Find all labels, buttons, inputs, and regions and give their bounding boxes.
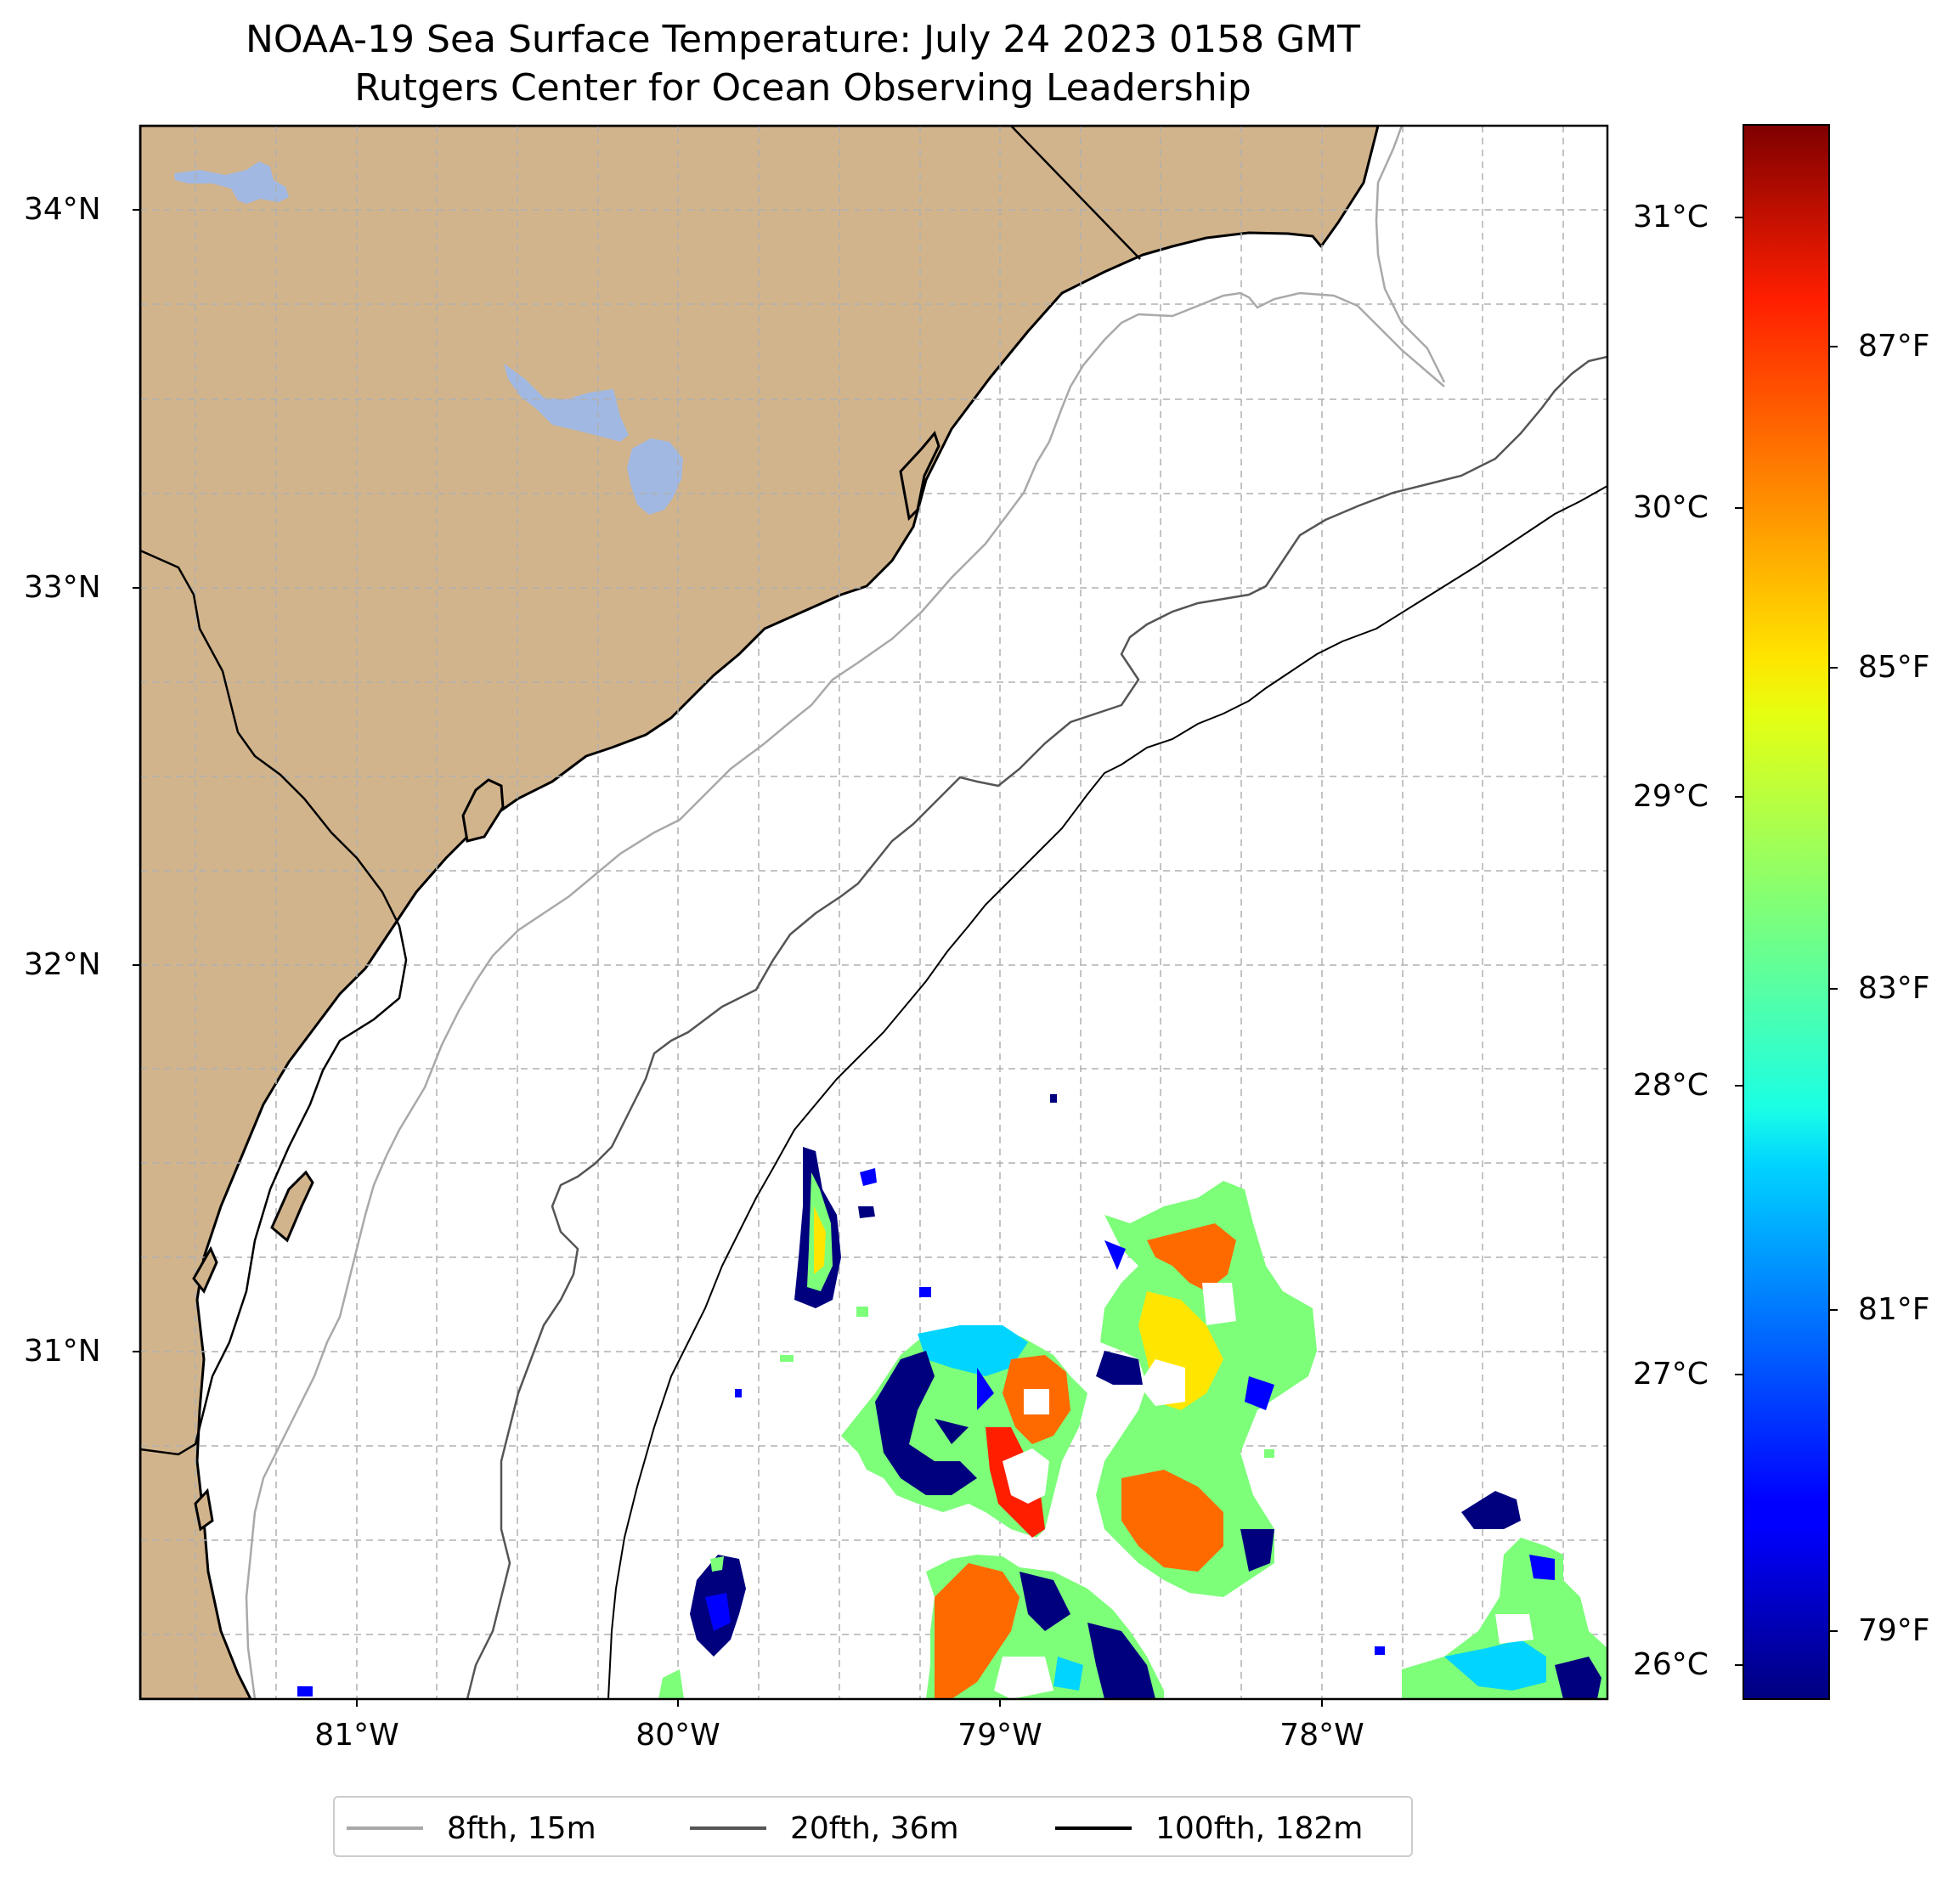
colorbar-label-28c: 28°C — [1633, 1068, 1709, 1103]
map-frame — [138, 124, 1609, 1701]
lon-label-79w: 79°W — [957, 1718, 1042, 1753]
legend-entry-8fth: 8fth, 15m — [347, 1798, 596, 1859]
colorbar-label-29c: 29°C — [1633, 779, 1709, 814]
isobath-8fth-line-north — [1375, 126, 1446, 383]
map-title: NOAA-19 Sea Surface Temperature: July 24… — [245, 18, 1361, 61]
lon-label-80w: 80°W — [635, 1718, 720, 1753]
legend-swatch-8fth — [347, 1826, 423, 1830]
land-mass — [140, 126, 1380, 1699]
legend-swatch-20fth — [690, 1826, 766, 1830]
state-borders — [140, 126, 1141, 1456]
lat-label-32n: 32°N — [24, 947, 101, 982]
coastal-inlets — [192, 430, 940, 1532]
lon-label-78w: 78°W — [1279, 1718, 1364, 1753]
sst-data-patches — [297, 1094, 1607, 1699]
colorbar-label-81f: 81°F — [1858, 1292, 1930, 1327]
sst-speckles — [297, 1094, 1385, 1697]
isobath-100fth-line — [607, 485, 1607, 1699]
sst-patch-southeast — [1402, 1491, 1607, 1699]
lat-label-33n: 33°N — [24, 570, 101, 605]
map-subtitle: Rutgers Center for Ocean Observing Leade… — [354, 66, 1251, 110]
colorbar-label-30c: 30°C — [1633, 490, 1709, 525]
isobath-legend: 8fth, 15m 20fth, 36m 100fth, 182m — [333, 1796, 1413, 1857]
sst-patch-north — [794, 1147, 877, 1308]
colorbar-ticks — [1735, 217, 1838, 1666]
legend-entry-20fth: 20fth, 36m — [690, 1798, 959, 1859]
colorbar-label-87f: 87°F — [1858, 329, 1930, 364]
colorbar-label-83f: 83°F — [1858, 971, 1930, 1006]
colorbar-gradient — [1743, 124, 1830, 1700]
colorbar-label-26c: 26°C — [1633, 1647, 1709, 1682]
colorbar-label-31c: 31°C — [1633, 200, 1709, 234]
isobath-20fth-line — [466, 355, 1607, 1699]
lat-label-31n: 31°N — [24, 1334, 101, 1369]
inland-lakes — [174, 161, 683, 515]
colorbar-label-85f: 85°F — [1858, 650, 1930, 685]
colorbar-label-79f: 79°F — [1858, 1613, 1930, 1648]
colorbar-label-27c: 27°C — [1633, 1357, 1709, 1392]
gridlines — [140, 126, 1607, 1699]
legend-entry-100fth: 100fth, 182m — [1055, 1798, 1363, 1859]
sst-patch-center-east — [1096, 1181, 1317, 1597]
sst-patch-south-center — [926, 1555, 1164, 1699]
axis-ticks — [133, 209, 1323, 1707]
legend-label-20fth: 20fth, 36m — [790, 1810, 959, 1846]
legend-label-8fth: 8fth, 15m — [447, 1810, 596, 1846]
sst-patch-southwest — [658, 1555, 746, 1699]
isobath-8fth-line — [245, 291, 1445, 1699]
lon-label-81w: 81°W — [314, 1718, 399, 1753]
legend-swatch-100fth — [1055, 1826, 1132, 1830]
lat-label-34n: 34°N — [24, 192, 101, 227]
legend-label-100fth: 100fth, 182m — [1155, 1810, 1364, 1846]
sst-patch-center-west — [841, 1325, 1087, 1538]
